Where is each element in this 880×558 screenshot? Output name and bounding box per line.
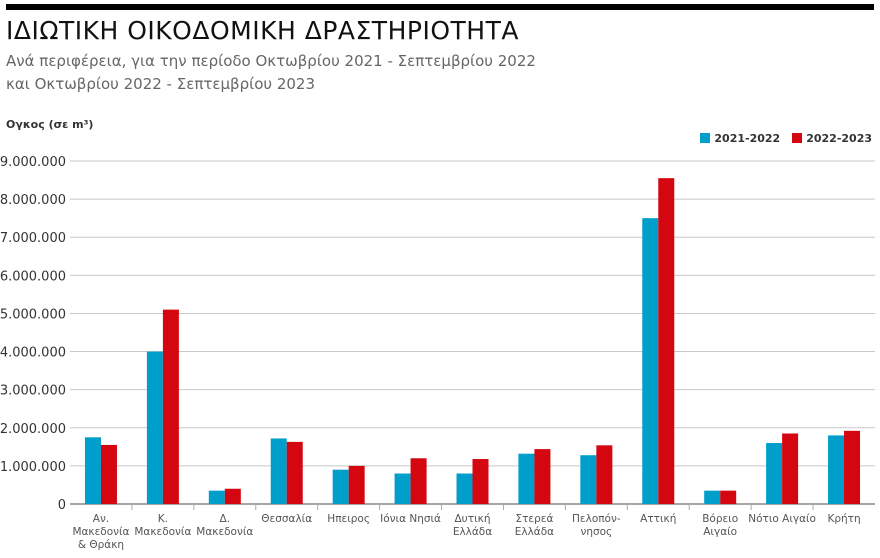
chart-subtitle-line2: και Οκτωβρίου 2022 - Σεπτεμβρίου 2023 <box>6 75 315 93</box>
x-tick-label: Κ. <box>158 513 168 525</box>
x-tick-label: Δ. <box>220 513 231 525</box>
y-tick-label: 3.000.000 <box>0 384 66 399</box>
bar-2021-2022 <box>146 351 163 504</box>
bar-2022-2023 <box>844 430 861 504</box>
y-tick-label: 2.000.000 <box>0 422 66 437</box>
x-tick-label: Αιγαίο <box>703 526 737 538</box>
y-tick-label: 4.000.000 <box>0 346 66 361</box>
bar-2022-2023 <box>286 441 303 504</box>
x-tick-label: Στερεά <box>515 513 553 525</box>
bar-2021-2022 <box>84 437 101 504</box>
x-tick-label: Μακεδονία <box>134 526 191 538</box>
bar-2022-2023 <box>534 449 551 504</box>
y-tick-label: 9.000.000 <box>0 155 66 170</box>
x-tick-label: Βόρειο <box>702 513 738 525</box>
bar-2021-2022 <box>704 490 721 504</box>
y-tick-label: 5.000.000 <box>0 307 66 322</box>
bar-2021-2022 <box>642 218 659 504</box>
top-rule <box>6 4 874 10</box>
legend-item-2: 2022-2023 <box>792 132 872 145</box>
bar-2022-2023 <box>720 490 737 504</box>
bar-2021-2022 <box>332 469 349 504</box>
legend-label-1: 2021-2022 <box>714 132 781 145</box>
x-tick-label: Νότιο Αιγαίο <box>748 513 816 525</box>
y-tick-label: 1.000.000 <box>0 460 66 475</box>
legend-swatch-1 <box>700 133 711 143</box>
x-tick-label: & Θράκη <box>78 539 124 551</box>
x-tick-label: Θεσσαλία <box>261 513 312 525</box>
bar-2022-2023 <box>348 465 365 504</box>
y-tick-label: 8.000.000 <box>0 193 66 208</box>
bar-2022-2023 <box>410 458 427 504</box>
bar-2022-2023 <box>162 309 179 504</box>
bar-2021-2022 <box>580 455 597 504</box>
bar-2021-2022 <box>394 473 411 504</box>
bar-2022-2023 <box>472 459 489 504</box>
y-tick-label: 6.000.000 <box>0 269 66 284</box>
y-tick-label: 0 <box>58 498 66 513</box>
chart-title: ΙΔΙΩΤΙΚΗ ΟΙΚΟΔΟΜΙΚΗ ΔΡΑΣΤΗΡΙΟΤΗΤΑ <box>6 16 519 45</box>
y-tick-label: 7.000.000 <box>0 231 66 246</box>
legend-swatch-2 <box>792 133 803 143</box>
bar-2021-2022 <box>208 490 225 504</box>
x-tick-label: Μακεδονία <box>196 526 253 538</box>
bar-2021-2022 <box>270 438 287 504</box>
x-tick-label: Ηπειρος <box>327 513 370 525</box>
bar-2022-2023 <box>658 178 675 504</box>
x-tick-label: Κρήτη <box>827 513 860 525</box>
bar-2022-2023 <box>224 488 241 504</box>
bar-2021-2022 <box>518 453 535 504</box>
x-tick-label: Αν. <box>93 513 109 525</box>
bar-2022-2023 <box>596 445 613 504</box>
bar-2021-2022 <box>766 443 783 504</box>
x-tick-label: Δυτική <box>455 513 491 525</box>
x-tick-label: Μακεδονία <box>72 526 129 538</box>
bar-2021-2022 <box>828 435 845 504</box>
x-tick-label: Πελοπόν- <box>572 513 621 525</box>
x-tick-label: Ιόνια Νησιά <box>380 513 441 525</box>
x-tick-label: Ελλάδα <box>515 526 554 538</box>
chart-subtitle-line1: Ανά περιφέρεια, για την περίοδο Οκτωβρίο… <box>6 52 536 70</box>
x-tick-label: Ελλάδα <box>453 526 492 538</box>
legend-label-2: 2022-2023 <box>806 132 872 145</box>
y-axis-label: Ογκος (σε m³) <box>6 118 94 131</box>
x-tick-label: νησος <box>580 526 612 538</box>
legend: 2021-2022 2022-2023 <box>700 132 872 145</box>
bar-2022-2023 <box>100 444 117 504</box>
legend-item-1: 2021-2022 <box>700 132 780 145</box>
bar-2021-2022 <box>456 473 473 504</box>
bar-2022-2023 <box>782 433 799 504</box>
x-tick-label: Αττική <box>640 513 676 525</box>
